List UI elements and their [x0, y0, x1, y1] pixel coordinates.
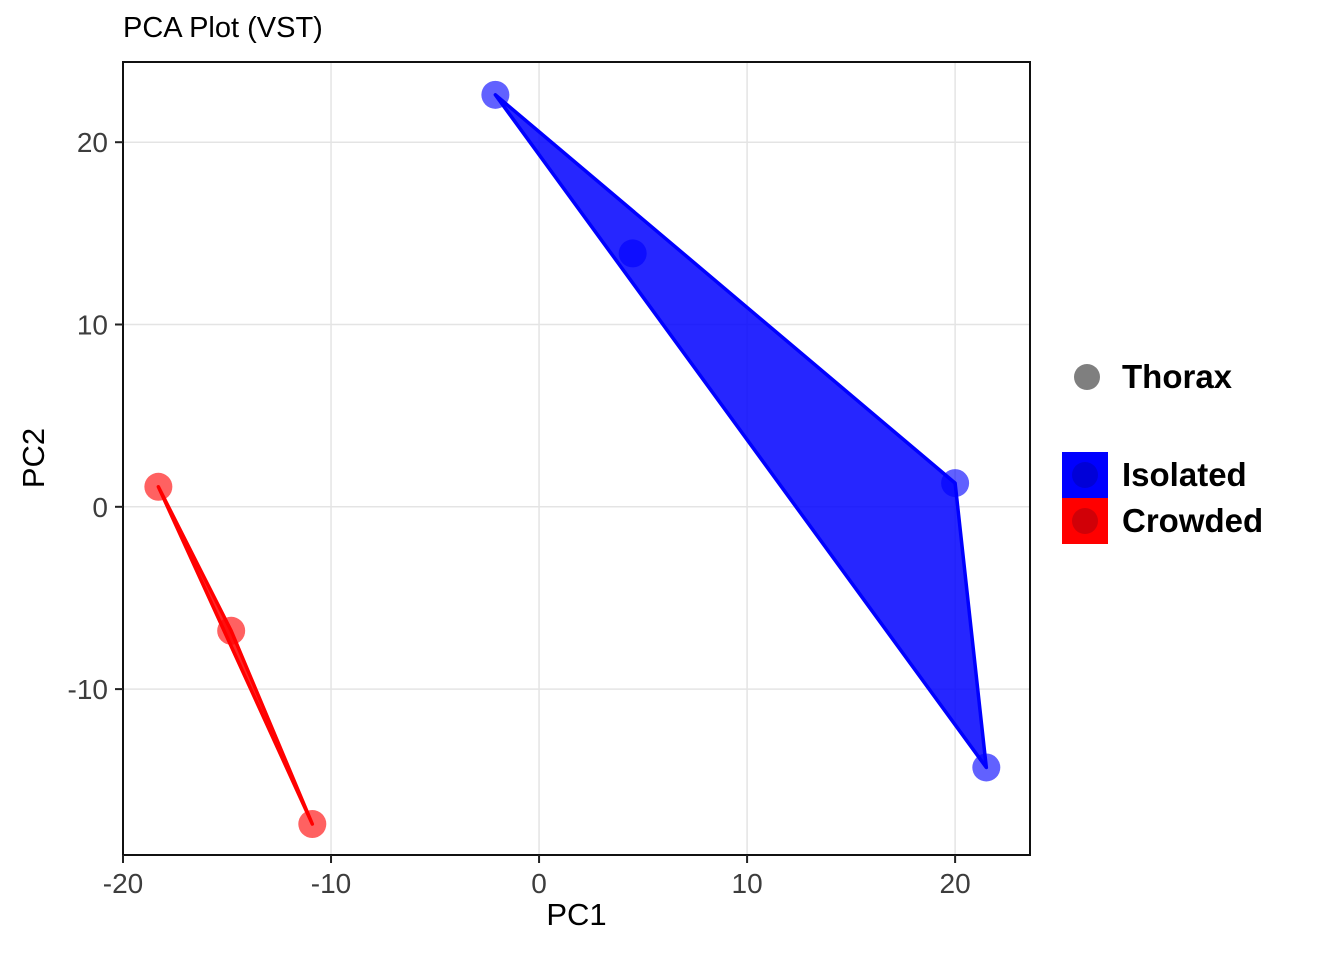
- x-tick-label: -10: [311, 868, 351, 899]
- isolated-point-icon: [1072, 462, 1098, 488]
- point-isolated: [481, 80, 510, 109]
- plot-title: PCA Plot (VST): [123, 12, 323, 44]
- hull-crowded: [156, 485, 315, 826]
- point-isolated: [941, 469, 970, 498]
- x-tick-label: 10: [732, 868, 763, 899]
- point-isolated: [972, 753, 1001, 782]
- y-axis-title: PC2: [16, 427, 51, 489]
- x-axis-title: PC1: [546, 897, 607, 932]
- isolated-fill-swatch: [1062, 452, 1108, 498]
- legend-entry-thorax: Thorax: [1074, 358, 1263, 396]
- panel-border: [122, 61, 1031, 856]
- legend-label-thorax: Thorax: [1122, 358, 1233, 395]
- y-tick-label: 10: [77, 310, 108, 341]
- point-crowded: [298, 810, 327, 839]
- point-crowded: [144, 472, 173, 501]
- crowded-point-icon: [1072, 508, 1098, 534]
- legend-label-crowded: Crowded: [1122, 502, 1264, 539]
- point-isolated: [618, 239, 647, 268]
- y-tick-label: 20: [77, 127, 108, 158]
- legend-entry-isolated: Isolated: [1062, 452, 1263, 498]
- thorax-point-swatch: [1074, 364, 1100, 390]
- x-tick-label: 0: [531, 868, 547, 899]
- legend-label-isolated: Isolated: [1122, 456, 1247, 493]
- legend: Thorax Isolated Crowded: [1062, 358, 1263, 544]
- legend-entry-crowded: Crowded: [1062, 498, 1263, 544]
- point-crowded: [217, 616, 246, 645]
- y-tick-label: -10: [68, 674, 108, 705]
- x-tick-label: -20: [103, 868, 143, 899]
- y-tick-label: 0: [92, 492, 108, 523]
- crowded-fill-swatch: [1062, 498, 1108, 544]
- hull-isolated: [493, 93, 989, 770]
- x-tick-label: 20: [940, 868, 971, 899]
